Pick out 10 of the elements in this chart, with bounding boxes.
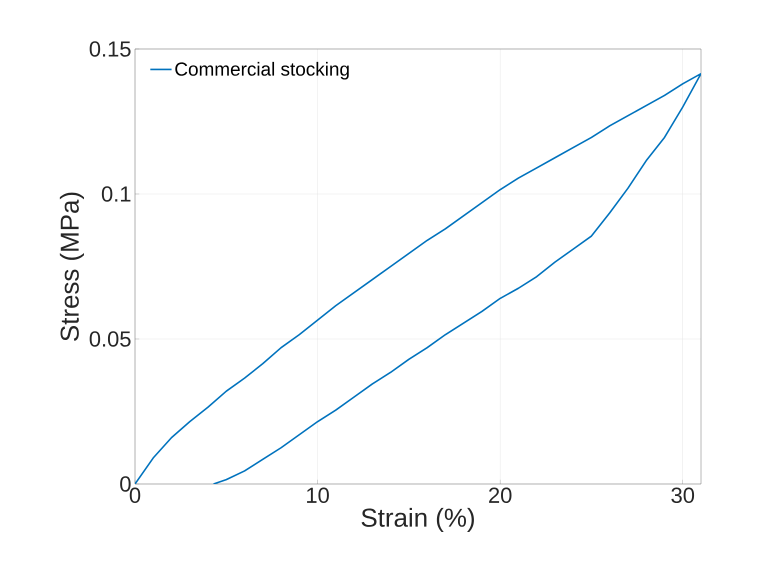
x-tick-label: 30 (671, 488, 694, 504)
x-axis-title: Strain (%) (362, 508, 474, 532)
x-tick-label: 20 (489, 488, 512, 504)
y-tick-label: 0.1 (102, 186, 130, 202)
x-tick-label: 10 (307, 488, 329, 504)
y-tick-label: 0 (120, 476, 131, 492)
y-axis-title: Stress (MPa) (60, 192, 84, 341)
y-tick-label: 0.15 (90, 41, 131, 57)
legend-label: Commercial stocking (175, 62, 349, 80)
y-tick-label: 0.05 (90, 331, 131, 347)
